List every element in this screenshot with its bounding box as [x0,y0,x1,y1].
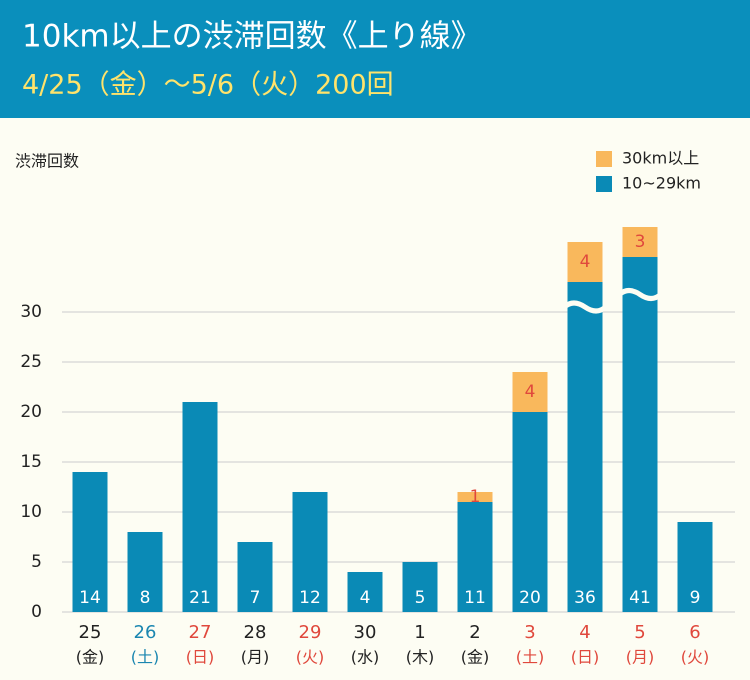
legend-swatch [596,176,612,192]
data-label: 3 [635,232,646,252]
x-tick-weekday: (木) [406,648,435,667]
x-tick-label: 30 [354,622,377,643]
x-tick-label: 29 [299,622,322,643]
axis-break [562,300,608,314]
data-label: 20 [519,588,541,608]
x-tick-weekday: (水) [351,648,380,667]
data-label: 14 [79,588,101,608]
x-tick-label: 4 [579,622,590,643]
x-tick-weekday: (日) [186,648,215,667]
x-tick-label: 2 [469,622,480,643]
chart-title: 10km以上の渋滞回数《上り線》 [22,19,482,55]
x-tick-label: 27 [189,622,212,643]
bar [512,412,548,612]
legend-label: 30km以上 [622,149,699,168]
data-label: 36 [574,588,596,608]
bar [677,522,713,612]
y-tick-label: 25 [20,352,42,372]
y-axis-label: 渋滞回数 [15,152,79,171]
axis-break [617,288,663,301]
legend-swatch [596,151,612,167]
bar [567,282,603,612]
x-tick-label: 1 [414,622,425,643]
bar [347,572,383,612]
x-tick-weekday: (月) [626,648,655,667]
bar [72,472,108,612]
x-tick-label: 6 [689,622,700,643]
x-tick-label: 25 [79,622,102,643]
data-label: 1 [470,487,481,507]
x-tick-label: 26 [134,622,157,643]
y-tick-label: 0 [31,602,42,622]
data-label: 8 [140,588,151,608]
data-label: 4 [360,588,371,608]
y-tick-label: 20 [20,402,42,422]
x-tick-label: 3 [524,622,535,643]
data-label: 7 [250,588,261,608]
data-label: 9 [690,588,701,608]
y-tick-label: 10 [20,502,42,522]
bar [622,257,658,612]
x-tick-weekday: (日) [571,648,600,667]
bar [127,532,163,612]
x-tick-label: 5 [634,622,645,643]
x-tick-weekday: (土) [516,648,545,667]
bar [512,372,548,412]
data-label: 41 [629,588,651,608]
bar [182,402,218,612]
x-tick-weekday: (金) [76,648,105,667]
header [0,0,750,118]
bar [622,227,658,257]
bar [567,242,603,282]
chart-subtitle: 4/25（金）～5/6（火）200回 [22,70,394,101]
data-label: 12 [299,588,321,608]
y-tick-label: 15 [20,452,42,472]
x-tick-weekday: (土) [131,648,160,667]
data-label: 4 [525,382,536,402]
x-tick-weekday: (火) [296,648,325,667]
data-label: 5 [415,588,426,608]
y-tick-label: 30 [20,302,42,322]
bar [457,502,493,612]
data-label: 21 [189,588,211,608]
y-tick-label: 5 [31,552,42,572]
x-tick-weekday: (火) [681,648,710,667]
legend-label: 10~29km [622,174,701,193]
bar [402,562,438,612]
bar [457,492,493,502]
bar [237,542,273,612]
x-tick-weekday: (金) [461,648,490,667]
x-tick-weekday: (月) [241,648,270,667]
data-label: 11 [464,588,486,608]
data-label: 4 [580,252,591,272]
x-tick-label: 28 [244,622,267,643]
bar [292,492,328,612]
